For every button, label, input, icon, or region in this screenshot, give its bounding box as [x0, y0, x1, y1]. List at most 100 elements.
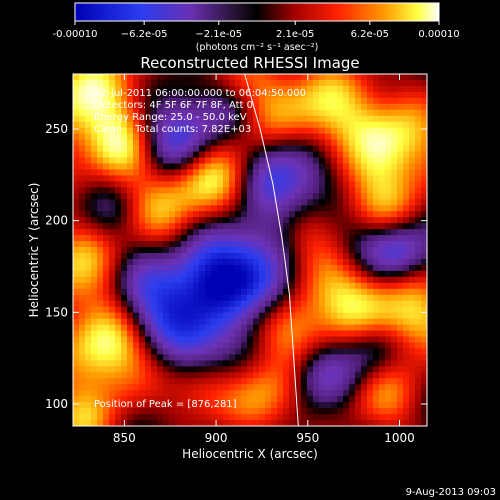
heatmap-cell [109, 193, 116, 200]
heatmap-cell [295, 187, 302, 194]
heatmap-cell [385, 372, 392, 379]
heatmap-cell [271, 348, 278, 355]
heatmap-cell [211, 151, 218, 158]
heatmap-cell [355, 85, 362, 93]
heatmap-cell [169, 396, 176, 403]
heatmap-cell [361, 390, 368, 397]
heatmap-cell [379, 318, 386, 325]
heatmap-cell [391, 360, 398, 367]
heatmap-cell [103, 312, 110, 320]
heatmap-cell [79, 288, 86, 296]
heatmap-cell [307, 252, 314, 260]
heatmap-cell [337, 74, 344, 81]
heatmap-cell [361, 121, 368, 129]
heatmap-cell [271, 372, 278, 379]
heatmap-cell [175, 402, 182, 409]
heatmap-cell [223, 330, 230, 337]
heatmap-cell [355, 288, 362, 296]
heatmap-cell [175, 229, 182, 236]
heatmap-cell [295, 79, 302, 87]
annotation-detectors: Detectors: 4F 5F 6F 7F 8F, Att 0 [94, 100, 253, 111]
heatmap-cell [355, 420, 362, 426]
heatmap-cell [421, 402, 427, 409]
heatmap-cell [211, 312, 218, 320]
heatmap-cell [229, 360, 236, 367]
heatmap-cell [235, 402, 242, 409]
heatmap-cell [235, 109, 242, 117]
heatmap-cell [139, 157, 146, 164]
heatmap-cell [421, 294, 427, 302]
heatmap-cell [331, 384, 338, 391]
heatmap-cell [355, 163, 362, 170]
heatmap-cell [229, 115, 236, 123]
heatmap-cell [163, 252, 170, 260]
heatmap-cell [277, 294, 284, 302]
heatmap-cell [331, 121, 338, 129]
heatmap-cell [421, 109, 427, 117]
heatmap-cell [235, 342, 242, 349]
heatmap-cell [199, 169, 206, 176]
heatmap-cell [235, 235, 242, 242]
heatmap-cell [145, 103, 152, 111]
heatmap-cell [367, 252, 374, 260]
heatmap-cell [181, 402, 188, 409]
heatmap-cell [199, 115, 206, 123]
heatmap-cell [283, 390, 290, 397]
heatmap-cell [373, 163, 380, 170]
heatmap-cell [337, 157, 344, 164]
heatmap-cell [403, 109, 410, 117]
heatmap-cell [391, 366, 398, 373]
heatmap-cell [397, 193, 404, 200]
heatmap-cell [331, 324, 338, 331]
heatmap-cell [421, 372, 427, 379]
heatmap-cell [367, 270, 374, 278]
heatmap-cell [325, 205, 332, 212]
heatmap-cell [145, 264, 152, 272]
heatmap-cell [187, 294, 194, 302]
heatmap-cell [355, 366, 362, 373]
heatmap-cell [367, 396, 374, 403]
heatmap-cell [247, 330, 254, 337]
heatmap-cell [151, 139, 158, 146]
heatmap-cell [133, 121, 140, 129]
heatmap-cell [367, 157, 374, 164]
heatmap-cell [181, 342, 188, 349]
heatmap-cell [325, 91, 332, 99]
heatmap-cell [235, 205, 242, 212]
heatmap-cell [397, 175, 404, 182]
heatmap-cell [181, 157, 188, 164]
heatmap-cell [355, 312, 362, 320]
heatmap-cell [223, 294, 230, 302]
heatmap-cell [139, 402, 146, 409]
heatmap-cell [289, 348, 296, 355]
heatmap-cell [115, 420, 122, 426]
heatmap-cell [379, 420, 386, 426]
heatmap-cell [343, 193, 350, 200]
heatmap-cell [259, 127, 266, 135]
heatmap-cell [145, 318, 152, 325]
heatmap-cell [127, 193, 134, 200]
heatmap-cell [319, 163, 326, 170]
heatmap-cell [133, 300, 140, 308]
heatmap-cell [211, 163, 218, 170]
heatmap-cell [85, 276, 92, 284]
heatmap-cell [133, 330, 140, 337]
heatmap-cell [313, 354, 320, 361]
heatmap-cell [97, 264, 104, 272]
heatmap-cell [97, 378, 104, 385]
heatmap-cell [271, 217, 278, 224]
heatmap-cell [91, 396, 98, 403]
heatmap-cell [91, 103, 98, 111]
heatmap-cell [421, 235, 427, 242]
heatmap-cell [403, 348, 410, 355]
heatmap-cell [127, 282, 134, 290]
heatmap-cell [349, 217, 356, 224]
heatmap-cell [121, 354, 128, 361]
heatmap-cell [103, 133, 110, 141]
heatmap-cell [277, 115, 284, 123]
heatmap-cell [385, 103, 392, 111]
heatmap-cell [127, 378, 134, 385]
heatmap-cell [163, 354, 170, 361]
heatmap-cell [103, 193, 110, 200]
heatmap-cell [139, 181, 146, 188]
